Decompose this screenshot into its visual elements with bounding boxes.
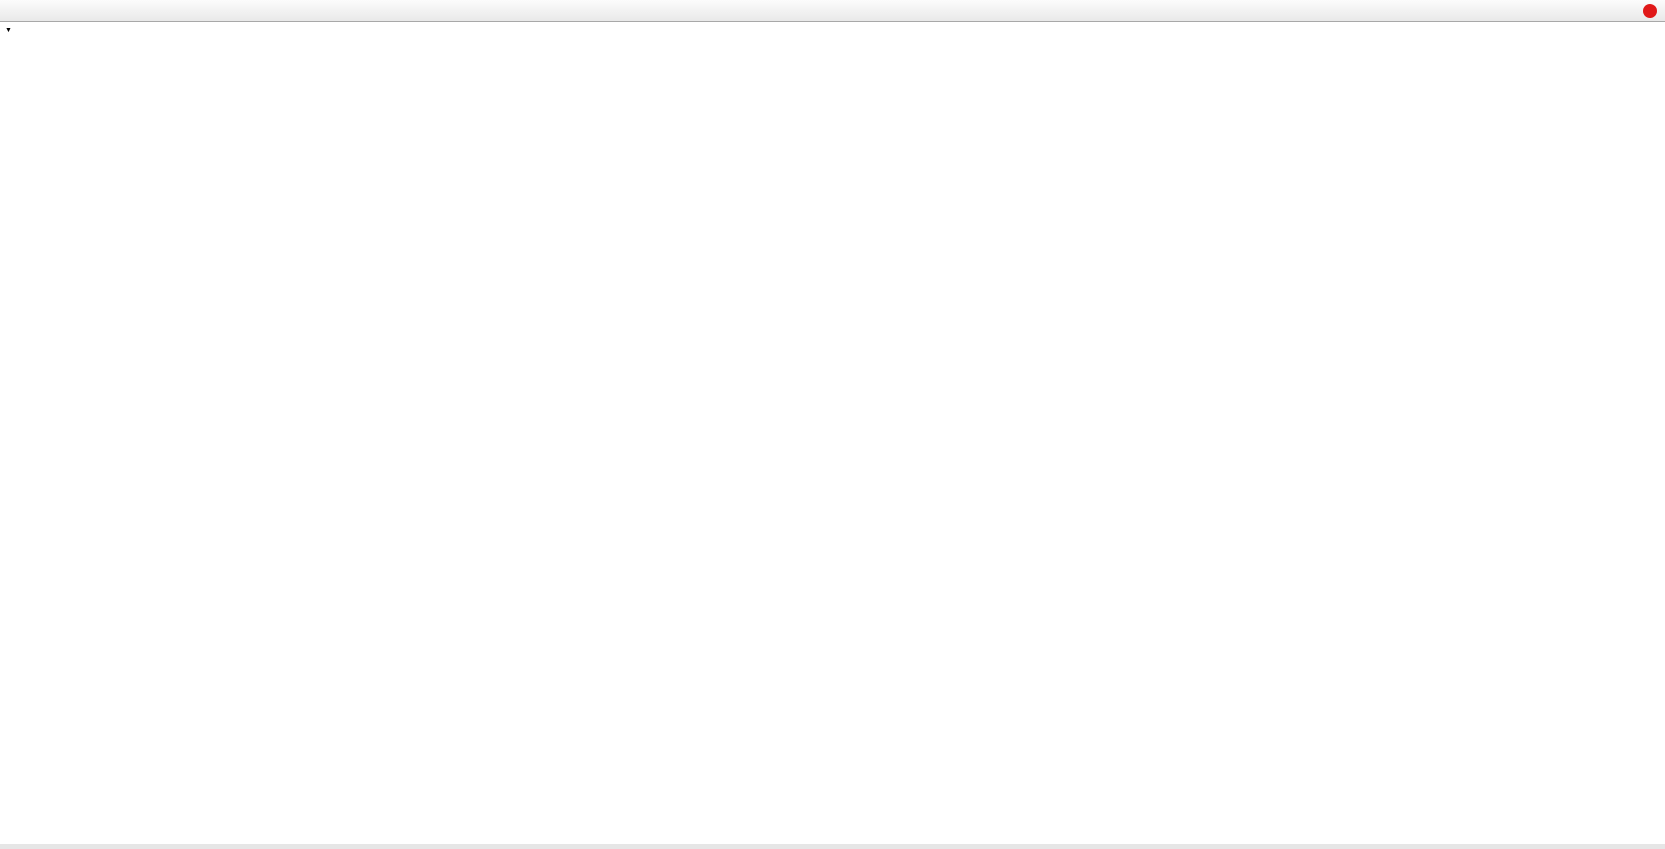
price-chart[interactable] bbox=[0, 22, 1665, 844]
search-button[interactable] bbox=[1614, 1, 1638, 20]
main-toolbar bbox=[0, 0, 1665, 22]
notification-badge[interactable] bbox=[1643, 3, 1657, 18]
chart-area[interactable]: ▼ bbox=[0, 22, 1665, 844]
chart-menu-caret-icon[interactable]: ▼ bbox=[5, 27, 12, 34]
chart-title-overlay: ▼ bbox=[5, 27, 47, 34]
search-icon bbox=[1618, 3, 1634, 18]
toolbar-right-section bbox=[1614, 1, 1662, 20]
